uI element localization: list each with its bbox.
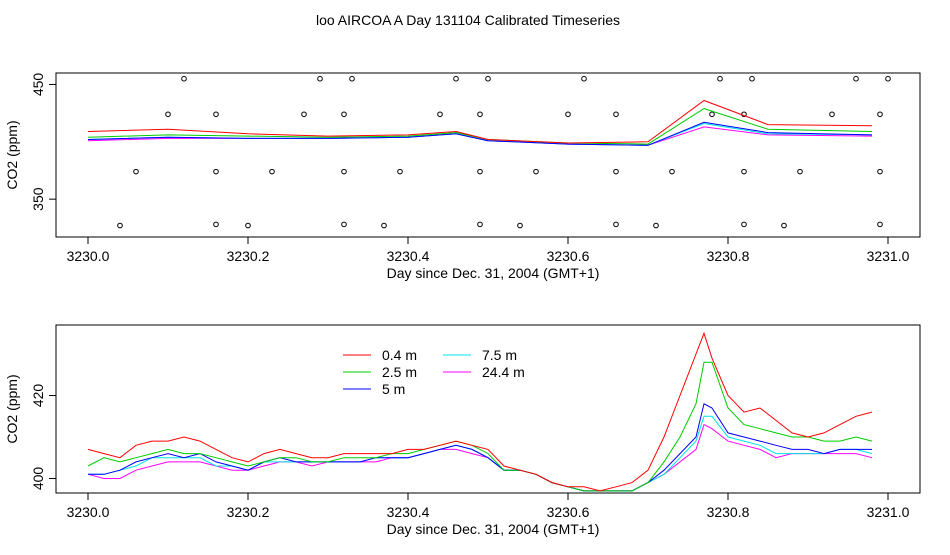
data-marker (213, 111, 219, 118)
data-marker (341, 111, 347, 118)
y-axis-label: CO2 (ppm) (4, 374, 20, 443)
data-marker (477, 111, 483, 118)
data-marker (165, 111, 171, 118)
data-marker (213, 221, 219, 228)
data-marker (613, 111, 619, 118)
data-marker (877, 168, 883, 175)
legend: 0.4 m2.5 m5 m 7.5 m24.4 m (343, 347, 525, 397)
plot-frame (55, 324, 921, 494)
data-marker (349, 75, 355, 82)
data-marker (117, 222, 123, 229)
data-marker (669, 168, 675, 175)
x-tick-label: 3230.0 (67, 504, 110, 520)
series-line-0-4-m (87, 99, 873, 144)
data-marker (477, 168, 483, 175)
data-marker (301, 111, 307, 118)
x-axis-label: Day since Dec. 31, 2004 (GMT+1) (387, 265, 600, 281)
data-marker (741, 168, 747, 175)
x-tick-label: 3230.4 (387, 248, 430, 264)
x-tick-label: 3230.8 (707, 248, 750, 264)
data-marker (853, 75, 859, 82)
x-tick-label: 3231.0 (867, 248, 910, 264)
series-line-5-m (87, 121, 873, 146)
legend-entry: 2.5 m (382, 364, 417, 380)
data-marker (485, 75, 491, 82)
y-tick-label: 450 (30, 73, 46, 97)
legend-entry: 5 m (382, 381, 405, 397)
x-tick-label: 3230.4 (387, 504, 430, 520)
data-marker (133, 168, 139, 175)
data-marker (749, 75, 755, 82)
series-line-24-4-m (87, 423, 873, 492)
data-marker (245, 222, 251, 229)
data-marker (709, 111, 715, 118)
data-marker (885, 75, 891, 82)
data-marker (581, 75, 587, 82)
data-marker (453, 75, 459, 82)
data-marker (613, 221, 619, 228)
data-marker (269, 168, 275, 175)
data-marker (565, 111, 571, 118)
data-marker (317, 75, 323, 82)
data-marker (877, 221, 883, 228)
series-line-2-5-m (87, 361, 873, 492)
series-line-7-5-m (87, 122, 873, 146)
data-marker (717, 75, 723, 82)
data-marker (781, 222, 787, 229)
data-marker (397, 168, 403, 175)
data-marker (437, 111, 443, 118)
data-marker (877, 111, 883, 118)
data-marker (653, 222, 659, 229)
y-tick-label: 400 (30, 467, 46, 491)
y-axis-label: CO2 (ppm) (4, 120, 20, 189)
legend-entry: 24.4 m (482, 364, 525, 380)
data-marker (381, 222, 387, 229)
x-tick-label: 3230.2 (227, 504, 270, 520)
x-tick-label: 3230.0 (67, 248, 110, 264)
figure-title: loo AIRCOA A Day 131104 Calibrated Times… (316, 12, 620, 28)
data-marker (341, 221, 347, 228)
panel-top: 3230.0 3230.2 3230.4 3230.6 3230.8 3231.0 350 4… (4, 72, 921, 281)
data-marker (533, 168, 539, 175)
series-line-5-m (88, 403, 872, 492)
x-tick-label: 3230.6 (547, 248, 590, 264)
data-marker (213, 168, 219, 175)
series-line-2-5-m (87, 108, 873, 145)
series-group (87, 75, 891, 229)
x-axis-label: Day since Dec. 31, 2004 (GMT+1) (387, 521, 600, 537)
data-marker (181, 75, 187, 82)
y-tick-label: 420 (30, 384, 46, 408)
data-marker (477, 221, 483, 228)
data-marker (797, 168, 803, 175)
panel-bottom: 3230.0 3230.2 3230.4 3230.6 3230.8 3231.0 400 4… (4, 324, 921, 537)
x-tick-label: 3230.6 (547, 504, 590, 520)
data-marker (517, 222, 523, 229)
legend-entry: 0.4 m (382, 347, 417, 363)
series-group (87, 331, 873, 492)
data-marker (741, 221, 747, 228)
data-marker (341, 168, 347, 175)
x-tick-label: 3230.2 (227, 248, 270, 264)
plot-frame (55, 72, 921, 238)
x-tick-label: 3230.8 (707, 504, 750, 520)
series-line-0-4-m (87, 331, 873, 492)
data-marker (613, 168, 619, 175)
x-tick-label: 3231.0 (867, 504, 910, 520)
data-marker (829, 111, 835, 118)
series-line-24-4-m (87, 126, 873, 146)
legend-entry: 7.5 m (482, 347, 517, 363)
y-tick-label: 350 (30, 187, 46, 211)
